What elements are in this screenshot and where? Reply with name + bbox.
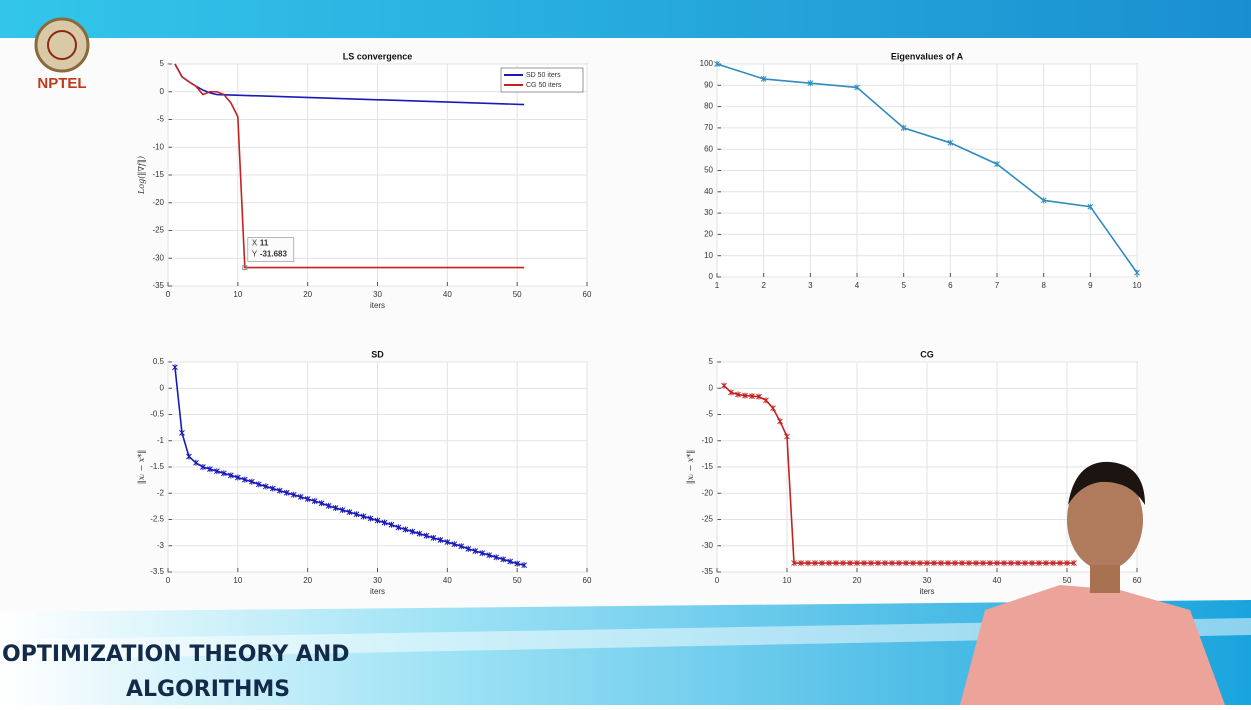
y-tick-label: -25	[701, 515, 713, 524]
y-tick-label: -25	[152, 226, 164, 235]
y-tick-label: 60	[704, 144, 713, 153]
chart-title: SD	[371, 349, 384, 359]
y-tick-label: 5	[709, 357, 714, 366]
x-tick-label: 5	[901, 281, 906, 290]
x-tick-label: 40	[443, 290, 452, 299]
x-tick-label: 30	[373, 576, 382, 585]
logo-text: NPTEL	[37, 75, 86, 92]
y-tick-label: 30	[704, 208, 713, 217]
x-tick-label: 1	[715, 281, 720, 290]
y-tick-label: -1	[157, 436, 165, 445]
x-tick-label: 10	[233, 576, 242, 585]
x-tick-label: 0	[715, 576, 720, 585]
y-tick-label: 80	[704, 102, 713, 111]
y-tick-label: -10	[152, 142, 164, 151]
y-tick-label: -5	[706, 410, 714, 419]
y-tick-label: -35	[701, 567, 713, 576]
y-tick-label: -2.5	[150, 515, 164, 524]
x-tick-label: 7	[995, 281, 1000, 290]
data-tip-label: Y	[252, 250, 258, 259]
data-tip-value: 11	[260, 239, 269, 248]
y-tick-label: -5	[157, 115, 165, 124]
x-tick-label: 50	[513, 576, 522, 585]
y-tick-label: -2	[157, 488, 165, 497]
x-tick-label: 60	[583, 576, 592, 585]
y-tick-label: 0	[709, 383, 714, 392]
x-tick-label: 30	[373, 290, 382, 299]
y-tick-label: 70	[704, 123, 713, 132]
chart-title: LS convergence	[343, 51, 413, 61]
x-tick-label: 2	[761, 281, 766, 290]
y-tick-label: 0	[160, 383, 165, 392]
neck	[1090, 565, 1120, 593]
y-tick-label: 40	[704, 187, 713, 196]
y-tick-label: 20	[704, 230, 713, 239]
y-tick-label: 0	[160, 87, 165, 96]
y-tick-label: -35	[152, 281, 164, 290]
y-tick-label: -10	[701, 436, 713, 445]
x-tick-label: 0	[166, 576, 171, 585]
course-title: ALGORITHMS	[126, 677, 290, 702]
x-tick-label: 4	[855, 281, 860, 290]
x-tick-label: 60	[583, 290, 592, 299]
data-tip-label: X	[252, 239, 258, 248]
x-tick-label: 50	[513, 290, 522, 299]
y-tick-label: -15	[701, 462, 713, 471]
logo	[36, 19, 88, 71]
legend-label: CG 50 iters	[526, 82, 562, 89]
x-tick-label: 20	[303, 576, 312, 585]
y-axis-label: ‖xᵢ − x*‖	[686, 450, 695, 484]
x-tick-label: 20	[853, 576, 862, 585]
x-tick-label: 3	[808, 281, 813, 290]
legend-label: SD 50 iters	[526, 72, 561, 79]
data-tip-value: -31.683	[260, 250, 288, 259]
y-tick-label: 100	[700, 59, 714, 68]
y-tick-label: -30	[701, 541, 713, 550]
x-tick-label: 6	[948, 281, 953, 290]
y-tick-label: -20	[152, 198, 164, 207]
y-tick-label: 90	[704, 80, 713, 89]
y-tick-label: 5	[160, 59, 165, 68]
chart-title: CG	[920, 349, 934, 359]
y-tick-label: 10	[704, 251, 713, 260]
x-tick-label: 40	[993, 576, 1002, 585]
x-tick-label: 10	[233, 290, 242, 299]
y-axis-label: Log(‖∇f‖)	[137, 156, 146, 195]
y-tick-label: 0	[709, 272, 714, 281]
y-axis-label: ‖xᵢ − x*‖	[137, 450, 146, 484]
y-tick-label: 0.5	[153, 357, 165, 366]
chart-title: Eigenvalues of A	[891, 51, 964, 61]
x-tick-label: 0	[166, 290, 171, 299]
x-axis-label: iters	[370, 301, 385, 310]
x-axis-label: iters	[919, 587, 934, 596]
x-tick-label: 9	[1088, 281, 1093, 290]
x-tick-label: 10	[783, 576, 792, 585]
screen: NPTEL OPTIMIZATION THEORY AND ALGORITHMS…	[0, 0, 1251, 705]
x-tick-label: 50	[1063, 576, 1072, 585]
page: {"header": {"logo": "NPTEL"}, "footer": …	[0, 0, 1251, 710]
x-tick-label: 10	[1133, 281, 1142, 290]
y-tick-label: -3	[157, 541, 165, 550]
y-tick-label: -20	[701, 488, 713, 497]
y-tick-label: -0.5	[150, 410, 164, 419]
top-banner	[0, 0, 1251, 38]
x-tick-label: 60	[1133, 576, 1142, 585]
y-tick-label: -3.5	[150, 567, 164, 576]
course-title: OPTIMIZATION THEORY AND	[2, 642, 350, 667]
y-tick-label: -30	[152, 253, 164, 262]
x-tick-label: 20	[303, 290, 312, 299]
x-axis-label: iters	[370, 587, 385, 596]
x-tick-label: 8	[1041, 281, 1046, 290]
y-tick-label: -1.5	[150, 462, 164, 471]
x-tick-label: 30	[923, 576, 932, 585]
y-tick-label: 50	[704, 166, 713, 175]
y-tick-label: -15	[152, 170, 164, 179]
x-tick-label: 40	[443, 576, 452, 585]
